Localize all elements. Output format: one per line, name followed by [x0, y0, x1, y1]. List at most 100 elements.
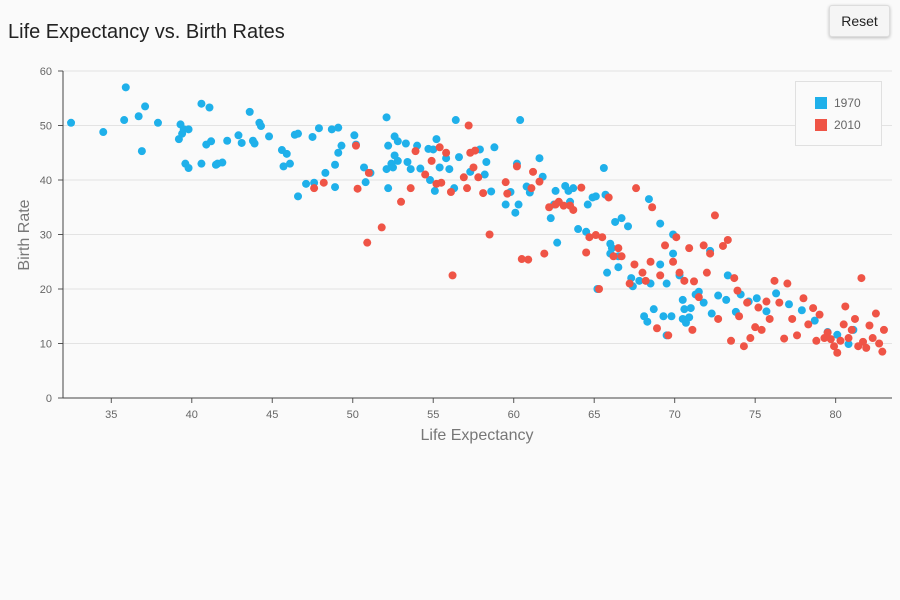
- data-point-2010[interactable]: [694, 293, 703, 302]
- data-point-1970[interactable]: [617, 214, 626, 223]
- data-point-2010[interactable]: [833, 348, 842, 357]
- data-point-2010[interactable]: [815, 310, 824, 319]
- data-point-2010[interactable]: [512, 162, 521, 171]
- reset-button[interactable]: Reset: [829, 5, 890, 37]
- data-point-1970[interactable]: [406, 165, 415, 174]
- data-point-1970[interactable]: [844, 340, 853, 349]
- data-point-1970[interactable]: [611, 217, 620, 226]
- data-point-2010[interactable]: [770, 276, 779, 285]
- data-point-2010[interactable]: [577, 183, 586, 192]
- data-point-1970[interactable]: [121, 83, 130, 92]
- data-point-2010[interactable]: [690, 277, 699, 286]
- legend-label-2010[interactable]: 2010: [834, 118, 861, 132]
- data-point-1970[interactable]: [659, 312, 668, 321]
- data-point-2010[interactable]: [702, 268, 711, 277]
- data-point-1970[interactable]: [686, 304, 695, 313]
- data-point-2010[interactable]: [363, 238, 372, 247]
- data-point-1970[interactable]: [256, 122, 265, 131]
- data-point-1970[interactable]: [667, 312, 676, 321]
- data-point-1970[interactable]: [184, 164, 193, 173]
- data-point-2010[interactable]: [735, 312, 744, 321]
- data-point-1970[interactable]: [607, 244, 616, 253]
- data-point-2010[interactable]: [609, 252, 618, 261]
- data-point-2010[interactable]: [661, 241, 670, 250]
- data-point-2010[interactable]: [527, 184, 536, 193]
- data-point-2010[interactable]: [364, 168, 373, 177]
- data-point-2010[interactable]: [446, 187, 455, 196]
- data-point-2010[interactable]: [664, 331, 673, 340]
- data-point-2010[interactable]: [464, 121, 473, 130]
- data-point-1970[interactable]: [360, 163, 369, 172]
- data-point-2010[interactable]: [706, 249, 715, 258]
- data-point-2010[interactable]: [421, 170, 430, 179]
- data-point-2010[interactable]: [875, 339, 884, 348]
- data-point-1970[interactable]: [393, 137, 402, 146]
- data-point-1970[interactable]: [223, 136, 232, 145]
- data-point-2010[interactable]: [638, 268, 647, 277]
- data-point-1970[interactable]: [501, 200, 510, 209]
- data-point-2010[interactable]: [625, 279, 634, 288]
- data-point-1970[interactable]: [535, 154, 544, 163]
- data-point-1970[interactable]: [546, 214, 555, 223]
- data-point-2010[interactable]: [714, 314, 723, 323]
- data-point-2010[interactable]: [614, 244, 623, 253]
- legend-swatch-2010[interactable]: [815, 119, 827, 131]
- data-point-1970[interactable]: [403, 158, 412, 167]
- data-point-2010[interactable]: [485, 230, 494, 239]
- data-point-1970[interactable]: [416, 164, 425, 173]
- data-point-1970[interactable]: [784, 300, 793, 309]
- data-point-1970[interactable]: [337, 141, 346, 150]
- data-point-1970[interactable]: [207, 137, 216, 146]
- data-point-1970[interactable]: [382, 165, 391, 174]
- data-point-1970[interactable]: [599, 164, 608, 173]
- data-point-2010[interactable]: [765, 314, 774, 323]
- data-point-2010[interactable]: [710, 211, 719, 220]
- data-point-2010[interactable]: [751, 323, 760, 332]
- data-point-2010[interactable]: [656, 271, 665, 280]
- data-point-1970[interactable]: [591, 192, 600, 201]
- data-point-1970[interactable]: [294, 192, 303, 201]
- data-point-2010[interactable]: [685, 244, 694, 253]
- data-point-1970[interactable]: [833, 330, 842, 339]
- data-point-2010[interactable]: [793, 331, 802, 340]
- data-point-1970[interactable]: [426, 176, 435, 184]
- data-point-1970[interactable]: [656, 260, 665, 269]
- data-point-1970[interactable]: [327, 125, 336, 134]
- data-point-2010[interactable]: [411, 147, 420, 156]
- data-point-1970[interactable]: [153, 118, 162, 127]
- data-point-2010[interactable]: [844, 334, 853, 343]
- data-point-1970[interactable]: [643, 317, 652, 326]
- data-point-1970[interactable]: [234, 131, 243, 140]
- data-point-2010[interactable]: [688, 325, 697, 334]
- data-point-2010[interactable]: [501, 178, 510, 187]
- data-point-1970[interactable]: [302, 179, 311, 188]
- data-point-1970[interactable]: [451, 116, 460, 125]
- data-point-1970[interactable]: [134, 112, 143, 121]
- data-point-2010[interactable]: [830, 342, 839, 351]
- data-point-2010[interactable]: [865, 321, 874, 330]
- data-point-2010[interactable]: [757, 325, 766, 334]
- data-point-2010[interactable]: [319, 178, 328, 187]
- data-point-2010[interactable]: [427, 156, 436, 165]
- data-point-1970[interactable]: [265, 132, 274, 141]
- data-point-2010[interactable]: [463, 184, 472, 193]
- data-point-2010[interactable]: [839, 320, 848, 329]
- data-point-1970[interactable]: [197, 159, 206, 168]
- data-point-1970[interactable]: [514, 200, 523, 209]
- data-point-2010[interactable]: [672, 233, 681, 242]
- data-point-2010[interactable]: [646, 257, 655, 266]
- data-point-2010[interactable]: [762, 297, 771, 306]
- data-point-2010[interactable]: [591, 231, 600, 240]
- data-point-2010[interactable]: [459, 173, 468, 182]
- data-point-1970[interactable]: [294, 129, 303, 138]
- data-point-1970[interactable]: [445, 165, 454, 174]
- data-point-2010[interactable]: [448, 271, 457, 280]
- data-point-1970[interactable]: [314, 124, 323, 133]
- data-point-1970[interactable]: [551, 186, 560, 195]
- data-point-2010[interactable]: [353, 184, 362, 193]
- data-point-2010[interactable]: [471, 146, 480, 155]
- data-point-1970[interactable]: [429, 145, 438, 154]
- data-point-2010[interactable]: [474, 173, 483, 182]
- data-point-1970[interactable]: [321, 168, 330, 177]
- data-point-1970[interactable]: [218, 158, 227, 167]
